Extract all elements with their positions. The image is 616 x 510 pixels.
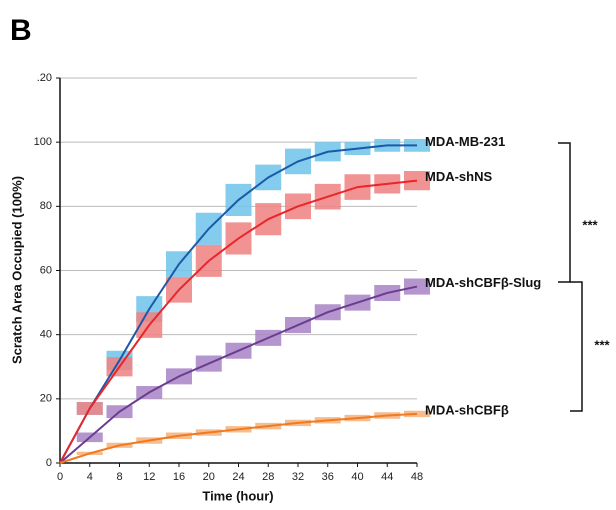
x-tick-label: 44	[381, 471, 393, 483]
series-label: MDA-shNS	[425, 169, 492, 184]
annotation: ***	[582, 217, 598, 232]
series-line	[59, 285, 418, 464]
y-tick-label: .20	[37, 72, 52, 84]
x-tick-label: 48	[411, 471, 423, 483]
x-tick-label: 36	[322, 471, 334, 483]
bracket	[558, 142, 571, 283]
x-tick-label: 16	[173, 471, 185, 483]
y-tick-label: 100	[34, 136, 52, 148]
series-line	[59, 179, 418, 464]
series-label: MDA-shCBFβ-Slug	[425, 275, 541, 290]
x-tick-label: 32	[292, 471, 304, 483]
panel-label: B	[10, 14, 32, 47]
x-tick-label: 40	[351, 471, 363, 483]
y-tick-label: 0	[46, 457, 52, 469]
x-tick-label: 0	[57, 471, 63, 483]
x-tick-label: 28	[262, 471, 274, 483]
x-tick-label: 8	[116, 471, 122, 483]
x-tick-label: 20	[203, 471, 215, 483]
y-tick-label: 80	[40, 200, 52, 212]
bracket	[570, 281, 583, 412]
x-tick-label: 24	[232, 471, 244, 483]
series-label: MDA-MB-231	[425, 134, 505, 149]
brackets	[558, 142, 583, 412]
series-label: MDA-shCBFβ	[425, 402, 509, 417]
x-tick-label: 4	[87, 471, 93, 483]
y-tick-label: 40	[40, 329, 52, 341]
y-tick-label: 60	[40, 264, 52, 276]
x-tick-label: 12	[143, 471, 155, 483]
y-axis-label: Scratch Area Occupied (100%)	[9, 176, 24, 364]
y-tick-label: 20	[40, 393, 52, 405]
series-line	[59, 412, 418, 464]
x-axis-label: Time (hour)	[202, 488, 273, 503]
series-line	[59, 144, 417, 464]
annotation: ***	[594, 337, 610, 352]
